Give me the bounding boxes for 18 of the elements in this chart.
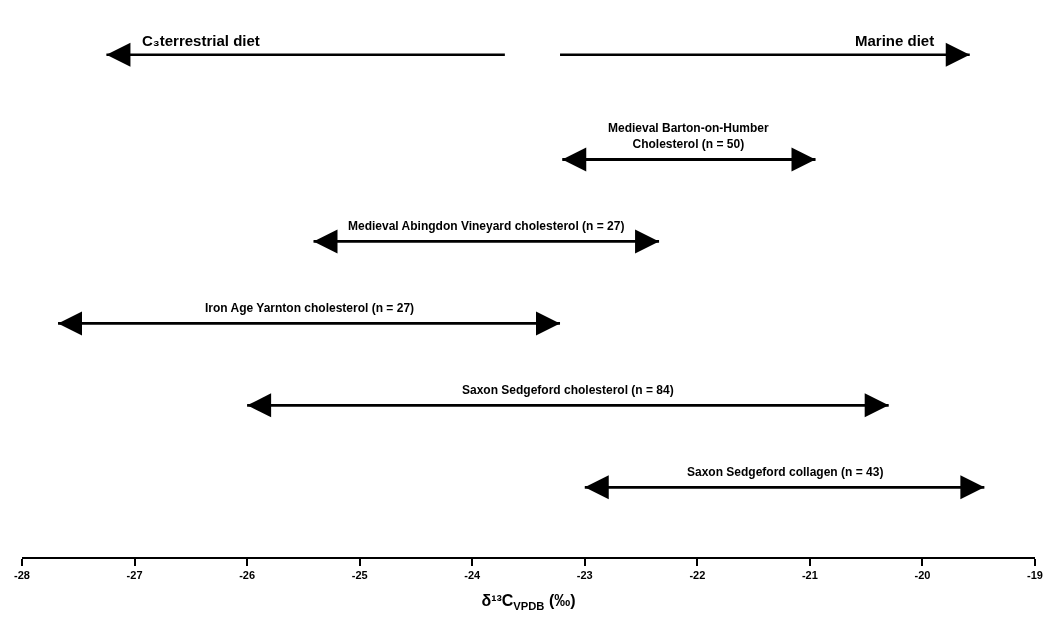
- x-tick-label: -27: [126, 569, 143, 582]
- annotation: Medieval Barton-on-Humber Cholesterol (n = 50): [608, 121, 770, 151]
- x-axis-title: δ¹³C$_{VPDB}$ (‰): [481, 592, 576, 612]
- x-tick-label: -25: [351, 569, 368, 582]
- annotation: Medieval Abingdon Vineyard cholesterol (n = 27): [348, 219, 625, 233]
- x-tick-label: -26: [239, 569, 256, 582]
- x-tick-label: -22: [689, 569, 706, 582]
- x-tick-label: -20: [914, 569, 931, 582]
- annotation: Saxon Sedgeford collagen (n = 43): [687, 465, 884, 479]
- x-tick-label: -24: [464, 569, 482, 582]
- x-tick-label: -19: [1027, 569, 1043, 582]
- series-label: C₃terrestrial diet: [142, 32, 260, 49]
- x-tick-label: -21: [801, 569, 818, 582]
- x-tick-label: -23: [576, 569, 593, 582]
- annotation: Saxon Sedgeford cholesterol (n = 84): [462, 383, 674, 397]
- series-label: Marine diet: [855, 32, 935, 49]
- annotation: Iron Age Yarnton cholesterol (n = 27): [205, 301, 415, 315]
- x-tick-label: -28: [14, 569, 30, 582]
